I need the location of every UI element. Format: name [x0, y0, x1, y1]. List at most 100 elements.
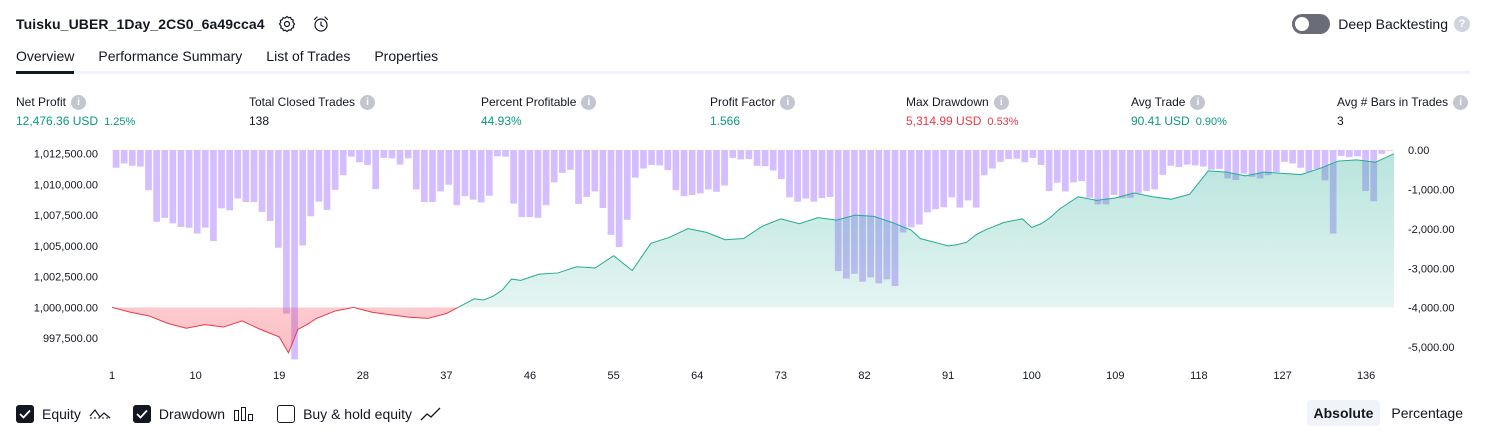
drawdown-bar — [128, 150, 136, 166]
drawdown-bar — [364, 150, 371, 165]
checkbox-checked[interactable] — [132, 405, 151, 423]
info-icon[interactable]: i — [581, 94, 597, 110]
tab-overview[interactable]: Overview — [16, 42, 75, 74]
drawdown-tick-label: -2,000.00 — [1408, 224, 1454, 236]
drawdown-bar — [323, 150, 331, 210]
trade-number-label: 37 — [440, 370, 452, 382]
legend-buy-hold-equity[interactable]: Buy & hold equity — [277, 405, 442, 423]
drawdown-bar — [1337, 150, 1345, 156]
drawdown-bar — [1135, 150, 1142, 194]
drawdown-bar — [558, 150, 566, 173]
tab-properties[interactable]: Properties — [374, 48, 439, 64]
tab-list-of-trades[interactable]: List of Trades — [266, 48, 351, 64]
drawdown-bar — [1013, 150, 1021, 159]
drawdown-bar — [445, 150, 453, 185]
drawdown-bar — [550, 150, 558, 183]
drawdown-bar — [932, 150, 939, 210]
drawdown-bar — [851, 150, 858, 274]
drawdown-bar — [794, 150, 801, 202]
strategy-title: Tuisku_UBER_1Day_2CS0_6a49cca4 — [16, 16, 265, 32]
metric-percent-profitable: Percent Profitable i 44.93% — [481, 94, 597, 130]
metric-total-closed-trades: Total Closed Trades i 138 — [249, 94, 376, 130]
drawdown-bar — [1102, 150, 1110, 205]
info-icon[interactable]: i — [1453, 94, 1469, 110]
drawdown-bar — [883, 150, 891, 280]
drawdown-bar — [1232, 150, 1240, 180]
trade-number-axis: 1 10 19 28 37 46 55 64 73 82 91 100 109 118 127 136 — [109, 370, 1375, 382]
trade-number-label: 136 — [1357, 370, 1375, 382]
drawdown-bar — [421, 150, 428, 203]
metric-label: Total Closed Trades — [249, 95, 356, 109]
info-icon[interactable]: i — [360, 94, 376, 110]
drawdown-bar — [1167, 150, 1175, 166]
trade-number-label: 1 — [109, 370, 115, 382]
drawdown-bar — [599, 150, 607, 208]
legend-equity[interactable]: Equity — [16, 405, 111, 423]
drawdown-bar — [485, 150, 493, 196]
drawdown-bar — [1281, 150, 1288, 162]
info-icon[interactable]: i — [780, 94, 796, 110]
checkbox-unchecked[interactable] — [277, 405, 296, 423]
drawdown-bar — [1045, 150, 1053, 192]
drawdown-tick-label: -3,000.00 — [1408, 263, 1454, 275]
info-icon[interactable]: i — [71, 94, 87, 110]
drawdown-bar — [137, 150, 144, 167]
drawdown-bar — [1378, 150, 1386, 154]
alarm-clock-icon[interactable] — [309, 12, 333, 36]
drawdown-bar — [818, 150, 826, 199]
drawdown-bar — [1191, 150, 1199, 166]
drawdown-bar — [664, 150, 672, 171]
drawdown-bar — [891, 150, 899, 287]
metric-percent: 0.53% — [987, 116, 1019, 128]
drawdown-bar — [1313, 150, 1321, 169]
drawdown-bar — [964, 150, 972, 201]
tab-performance-summary[interactable]: Performance Summary — [98, 48, 243, 64]
drawdown-bar — [153, 150, 160, 222]
drawdown-bar — [729, 150, 737, 158]
legend-label: Drawdown — [158, 406, 226, 422]
deep-backtesting-toggle[interactable] — [1292, 14, 1331, 34]
drawdown-bar — [713, 150, 720, 192]
legend-drawdown[interactable]: Drawdown — [132, 405, 255, 423]
equity-tick-label: 1,000,000.00 — [34, 302, 98, 314]
drawdown-bar — [291, 150, 298, 360]
drawdown-bar — [1224, 150, 1232, 179]
equity-area-positive — [112, 153, 1394, 308]
equity-drawdown-chart[interactable]: 1,012,500.00 1,010,000.00 1,007,500.00 1,00… — [0, 140, 1486, 394]
drawdown-bar — [607, 150, 615, 235]
drawdown-bar — [218, 150, 225, 209]
drawdown-bar — [437, 150, 444, 192]
info-icon[interactable]: i — [993, 94, 1009, 110]
drawdown-bar — [680, 150, 688, 197]
legend-label: Buy & hold equity — [303, 406, 413, 422]
metric-percent: 1.25% — [104, 116, 136, 128]
equity-tick-label: 1,007,500.00 — [34, 210, 98, 222]
drawdown-bar — [453, 150, 461, 206]
question-icon[interactable]: ? — [1454, 16, 1470, 32]
mode-percentage[interactable]: Percentage — [1391, 405, 1463, 421]
drawdown-bar — [1264, 150, 1272, 176]
drawdown-bar — [348, 150, 355, 157]
drawdown-bar — [120, 150, 128, 164]
drawdown-bar — [201, 150, 209, 228]
equity-axis: 1,012,500.00 1,010,000.00 1,007,500.00 1,00… — [34, 149, 98, 345]
drawdown-bar — [1037, 150, 1045, 165]
info-icon[interactable]: i — [1190, 94, 1206, 110]
drawdown-bar — [1159, 150, 1167, 175]
drawdown-bar — [631, 150, 639, 178]
gear-icon[interactable] — [275, 12, 299, 36]
drawdown-bar — [834, 150, 842, 272]
drawdown-bar — [980, 150, 988, 176]
deep-backtesting: Deep Backtesting ? — [1292, 12, 1470, 36]
metric-label: Avg # Bars in Trades — [1337, 95, 1449, 109]
drawdown-bar — [185, 150, 193, 228]
drawdown-bar — [1110, 150, 1118, 195]
drawdown-bar — [907, 150, 915, 228]
drawdown-bar — [1321, 150, 1329, 181]
checkbox-checked[interactable] — [16, 405, 34, 423]
mode-absolute[interactable]: Absolute — [1306, 400, 1381, 426]
trade-number-label: 10 — [189, 370, 201, 382]
drawdown-bar — [721, 150, 728, 186]
drawdown-bar — [940, 150, 948, 208]
drawdown-bar — [1216, 150, 1223, 169]
